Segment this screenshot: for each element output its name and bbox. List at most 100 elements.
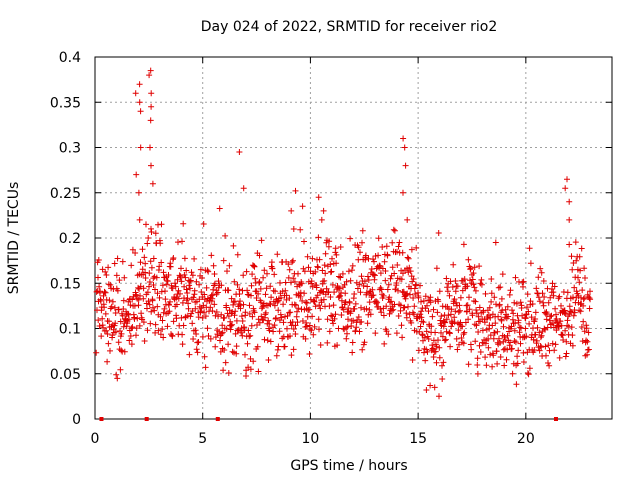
data-point xyxy=(188,269,195,276)
data-point xyxy=(221,314,228,321)
data-point xyxy=(353,324,360,331)
data-point xyxy=(418,308,425,315)
data-point xyxy=(469,312,476,319)
data-point xyxy=(508,345,515,352)
data-point xyxy=(350,317,357,324)
data-point xyxy=(154,290,161,297)
x-tick-label: 0 xyxy=(91,431,100,447)
data-point xyxy=(312,268,319,275)
data-point xyxy=(118,347,125,354)
data-point xyxy=(115,306,122,313)
data-point xyxy=(106,318,112,325)
data-point xyxy=(166,308,173,315)
data-point xyxy=(515,347,522,354)
y-axis-label: SRMTID / TECUs xyxy=(6,182,22,295)
data-point xyxy=(278,294,284,301)
data-point xyxy=(228,295,235,302)
data-point xyxy=(175,287,182,294)
data-point xyxy=(213,291,220,297)
data-point xyxy=(387,275,394,282)
data-point xyxy=(117,366,124,373)
data-point xyxy=(137,108,144,115)
data-point xyxy=(209,291,216,298)
data-point xyxy=(148,103,155,110)
data-point xyxy=(167,298,173,305)
data-point xyxy=(263,285,270,292)
data-point xyxy=(552,341,559,348)
data-point xyxy=(155,327,162,334)
data-point xyxy=(184,312,191,319)
data-point xyxy=(344,323,351,330)
data-point xyxy=(233,350,240,357)
data-point xyxy=(583,337,590,344)
data-point xyxy=(382,277,389,284)
data-point xyxy=(256,252,263,259)
data-point xyxy=(156,263,163,270)
data-point xyxy=(277,311,284,318)
data-point xyxy=(369,286,376,293)
data-point xyxy=(522,325,529,332)
data-point xyxy=(119,258,126,265)
data-point xyxy=(304,253,311,260)
data-point xyxy=(544,324,551,331)
data-point xyxy=(195,339,202,345)
data-point xyxy=(429,313,436,320)
data-point xyxy=(120,297,127,304)
data-point xyxy=(433,343,440,350)
data-point xyxy=(375,252,382,259)
data-point xyxy=(179,341,186,348)
data-point xyxy=(524,370,531,377)
data-point xyxy=(474,370,481,377)
data-point xyxy=(254,343,261,350)
data-point xyxy=(101,288,108,295)
data-point xyxy=(395,313,402,319)
data-point xyxy=(144,305,150,312)
data-point xyxy=(446,330,453,337)
data-point xyxy=(467,341,474,348)
data-point xyxy=(570,312,577,319)
data-point xyxy=(150,304,156,311)
data-point xyxy=(432,329,439,336)
data-point xyxy=(326,303,333,310)
data-point xyxy=(189,272,196,279)
data-point xyxy=(120,323,127,330)
data-point xyxy=(346,299,353,306)
data-point xyxy=(327,294,334,300)
data-point xyxy=(568,324,575,331)
data-point xyxy=(220,257,227,264)
data-point xyxy=(158,259,165,266)
data-point xyxy=(543,316,550,323)
data-point xyxy=(320,296,327,303)
data-point xyxy=(549,340,556,347)
data-point xyxy=(236,291,243,297)
data-point xyxy=(526,320,533,327)
data-point xyxy=(210,262,217,269)
data-point xyxy=(147,320,154,327)
data-point xyxy=(579,338,586,345)
data-point xyxy=(277,279,283,286)
data-point xyxy=(407,268,414,275)
data-point xyxy=(446,329,453,336)
data-point xyxy=(294,319,301,326)
data-point xyxy=(142,275,149,281)
data-point xyxy=(383,243,390,250)
data-point xyxy=(337,244,344,250)
data-point xyxy=(290,257,296,264)
data-point xyxy=(363,305,370,312)
data-point xyxy=(507,339,514,346)
data-point xyxy=(411,285,418,292)
data-point xyxy=(179,299,186,306)
data-point xyxy=(199,333,206,340)
data-point xyxy=(199,275,205,281)
data-point xyxy=(507,287,514,294)
data-point xyxy=(175,295,182,302)
data-point xyxy=(222,232,229,239)
data-point xyxy=(327,261,334,268)
data-point xyxy=(345,316,351,323)
data-point xyxy=(148,162,154,169)
data-points xyxy=(93,67,594,421)
data-point xyxy=(162,288,168,295)
data-point xyxy=(191,255,198,262)
data-point xyxy=(250,358,257,365)
